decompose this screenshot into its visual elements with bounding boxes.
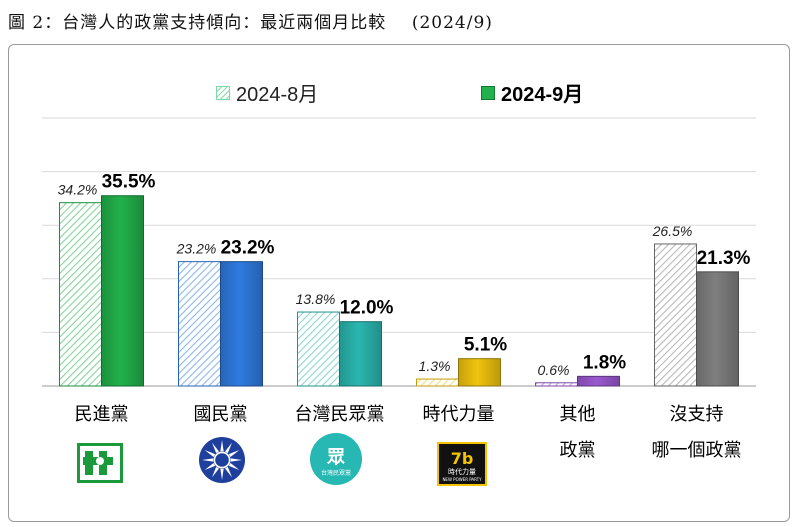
svg-text:時代力量: 時代力量 <box>448 467 476 476</box>
data-label-aug: 0.6% <box>538 362 570 378</box>
data-label-sep: 1.8% <box>583 352 626 373</box>
category-label: 政黨 <box>559 440 596 461</box>
data-labels: 34.2% 35.5% 23.2% 23.2% 13.8% 12.0% 1.3% 5.1% 0.… <box>58 172 751 378</box>
bars <box>59 195 739 387</box>
category-label: 民進黨 <box>74 404 129 425</box>
bar-aug <box>178 261 221 387</box>
bar-aug <box>535 382 578 387</box>
svg-text:NEW POWER PARTY: NEW POWER PARTY <box>442 477 482 482</box>
bar-aug <box>416 378 459 387</box>
bar-sep <box>577 375 620 387</box>
bar-aug <box>297 311 340 387</box>
legend-swatch-solid <box>481 85 495 100</box>
data-label-aug: 13.8% <box>296 291 336 307</box>
category-label: 哪一個政黨 <box>651 440 742 461</box>
svg-text:眾: 眾 <box>326 447 345 468</box>
data-label-sep: 21.3% <box>697 248 751 269</box>
legend-swatch-hatched <box>216 85 230 100</box>
bar-aug <box>654 243 697 387</box>
category-label: 沒支持 <box>669 404 724 425</box>
svg-text:7b: 7b <box>451 449 474 468</box>
data-label-aug: 26.5% <box>652 223 693 239</box>
category-label: 國民黨 <box>193 404 248 425</box>
dpp-logo <box>77 443 123 483</box>
svg-text:台灣民眾黨: 台灣民眾黨 <box>321 469 351 477</box>
chart-title: 圖 2：台灣人的政黨支持傾向：最近兩個月比較 (2024/9) <box>8 13 493 33</box>
legend: 2024-8月 2024-9月 <box>0 78 800 107</box>
data-label-aug: 1.3% <box>419 358 451 374</box>
tpp-logo: 眾 台灣民眾黨 <box>310 433 362 485</box>
category-label: 其他 <box>559 404 596 425</box>
legend-item-aug: 2024-8月 <box>216 78 318 107</box>
legend-label-aug: 2024-8月 <box>236 84 319 106</box>
legend-label-sep: 2024-9月 <box>501 84 584 106</box>
category-label: 時代力量 <box>422 404 495 425</box>
bar-sep <box>458 358 501 387</box>
gridlines <box>42 117 756 387</box>
bar-sep <box>696 271 739 387</box>
data-label-sep: 12.0% <box>340 298 394 319</box>
data-label-sep: 5.1% <box>464 335 507 356</box>
npp-logo: 7b 時代力量 NEW POWER PARTY <box>437 442 487 486</box>
bar-sep <box>220 261 263 387</box>
data-label-aug: 34.2% <box>58 182 98 198</box>
data-label-sep: 35.5% <box>102 172 156 193</box>
bar-sep <box>339 321 382 387</box>
bar-sep <box>101 195 144 387</box>
data-label-aug: 23.2% <box>176 241 217 257</box>
legend-item-sep: 2024-9月 <box>481 78 583 107</box>
bar-aug <box>59 202 102 387</box>
data-label-sep: 23.2% <box>221 238 275 259</box>
kmt-logo <box>199 437 245 483</box>
category-label: 台灣民眾黨 <box>294 404 385 425</box>
